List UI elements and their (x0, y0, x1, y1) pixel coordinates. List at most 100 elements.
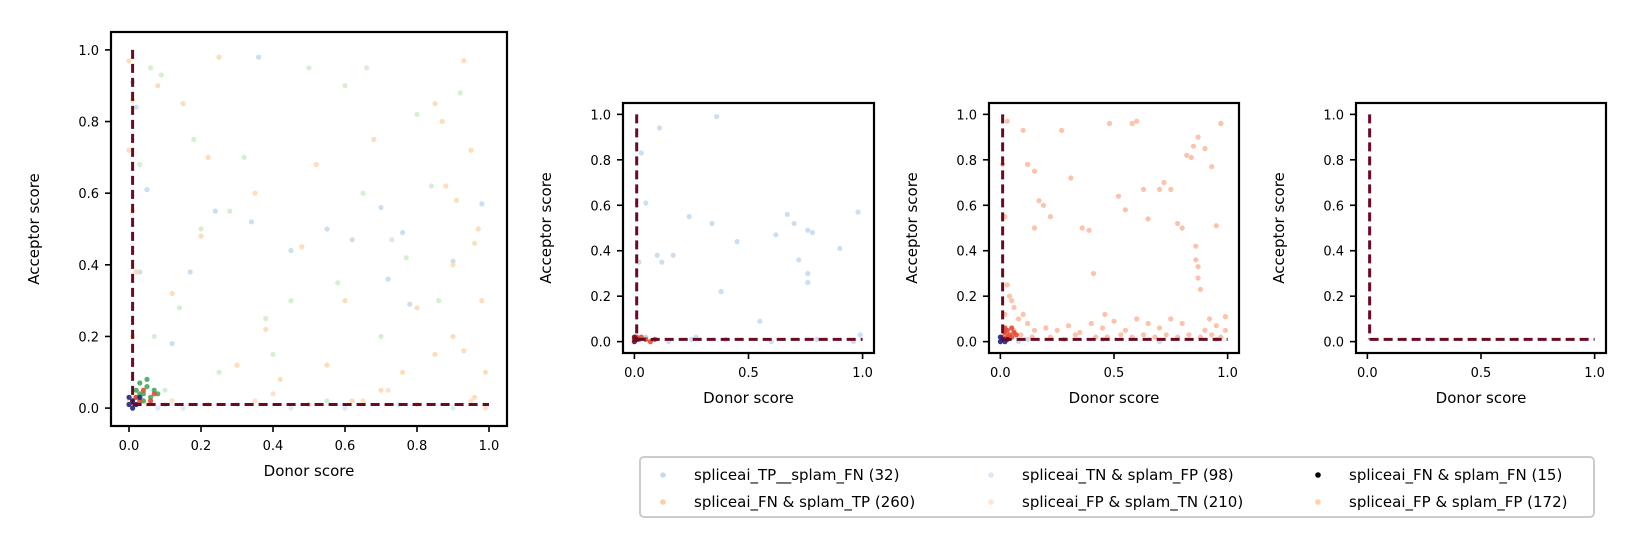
point-tp_fn (791, 220, 797, 227)
point-fn_tp (1011, 304, 1017, 311)
point-tp_fn (809, 229, 816, 236)
y-tick-label: 0.0 (590, 336, 611, 351)
point-fp_tn (389, 237, 395, 243)
legend-label: spliceai_FN & splam_FN (15) (1349, 466, 1562, 485)
point-fp_tn (414, 111, 420, 117)
point-fn_tp (126, 58, 132, 64)
point-fn_tp (252, 190, 258, 196)
x-axis-label: Donor score (264, 462, 355, 480)
point-fn_tp (1190, 143, 1197, 149)
point-fn_tp (180, 101, 186, 107)
point-tp_fn (137, 269, 143, 275)
plot-frame (1354, 101, 1608, 355)
point-fn_tp (461, 58, 467, 64)
point-tp_fn (670, 252, 676, 258)
point-fn_tp (169, 290, 175, 297)
legend-label: spliceai_FP & splam_FP (172) (1349, 493, 1568, 512)
point-fp_tn (176, 305, 182, 311)
point-tp_fn (385, 276, 391, 282)
point-tp_fn (757, 318, 763, 324)
point-fn_tp (443, 183, 449, 189)
point-fn_tp (1163, 332, 1169, 338)
point-fn_tp (1043, 325, 1049, 331)
point-green_cluster (144, 384, 150, 390)
point-green_cluster (144, 376, 150, 382)
legend-label: spliceai_FP & splam_TN (210) (1022, 493, 1243, 512)
y-tick-label: 0.2 (956, 290, 977, 305)
point-fn_tp (1059, 127, 1065, 133)
point-fn_tp (1077, 329, 1083, 336)
point-fn_tp (1195, 134, 1201, 140)
point-fn_tp (1020, 127, 1026, 133)
y-axis-label: Acceptor score (903, 172, 921, 284)
point-fn_tp (1100, 325, 1106, 331)
point-fn_tp (1031, 225, 1038, 231)
y-tick-label: 0.8 (1323, 154, 1344, 169)
point-fn_tp (479, 298, 485, 304)
y-tick-label: 0.6 (956, 199, 977, 214)
point-fn_tp (1129, 120, 1135, 127)
point-fp_fp (130, 394, 136, 400)
point-fn_tp (1025, 161, 1031, 167)
point-fn_tp (216, 54, 222, 60)
point-tn_fp (342, 405, 348, 411)
point-fn_tp (234, 362, 240, 368)
legend-entry: spliceai_FN & splam_FN (15) (1315, 466, 1562, 485)
point-tp_fn (400, 230, 406, 236)
point-tp_fn (718, 289, 724, 295)
point-fp_tn (306, 65, 312, 71)
point-fn_tp (133, 269, 139, 275)
x-tick-label: 0.2 (191, 439, 212, 454)
y-tick-label: 1.0 (956, 108, 977, 123)
point-fn_tp (1179, 320, 1185, 327)
point-fn_tp (432, 101, 438, 107)
point-fn_tp (1068, 175, 1074, 181)
point-tp_fn (324, 226, 330, 232)
x-tick-label: 0.0 (990, 366, 1011, 381)
point-fp_tn (364, 65, 370, 71)
legend-label: spliceai_TP__splam_FN (32) (694, 466, 899, 485)
y-tick-label: 1.0 (590, 108, 611, 123)
x-tick-label: 1.0 (852, 366, 873, 381)
point-tp_fn (638, 150, 644, 156)
point-light_blue (1025, 336, 1031, 342)
point-tp_fn (169, 341, 175, 347)
point-red_cluster (1009, 325, 1015, 331)
point-fn_tp (1195, 264, 1201, 270)
point-fp_tn (436, 298, 442, 304)
y-tick-label: 0.0 (956, 336, 977, 351)
x-tick-label: 0.0 (1357, 366, 1378, 381)
point-tp_fn (450, 258, 456, 264)
point-fn_tp (414, 305, 420, 311)
point-red_cluster (1013, 332, 1019, 338)
y-tick-label: 0.4 (78, 259, 99, 274)
point-green_cluster (155, 391, 161, 397)
point-fn_tp (1111, 318, 1117, 324)
point-tp_fn (407, 301, 413, 307)
point-fn_tp (1025, 320, 1031, 327)
point-tp_fn (378, 204, 384, 211)
point-tp_fn (133, 104, 139, 110)
y-tick-label: 0.8 (590, 154, 611, 169)
point-fn_tp (1145, 216, 1151, 222)
point-fn_tp (342, 298, 348, 304)
legend-marker (660, 499, 666, 505)
point-fn_tp (472, 240, 478, 246)
point-fn_tp (1197, 286, 1203, 292)
point-tp_fn (805, 270, 811, 277)
point-fp_tn (288, 298, 294, 304)
point-dark_cluster (631, 339, 638, 345)
point-tp_fn (857, 332, 863, 338)
x-tick-label: 0.6 (335, 439, 356, 454)
point-tn_fp (450, 405, 456, 411)
point-fp_tn (263, 315, 269, 322)
legend-entry: spliceai_FN & splam_TP (260) (660, 493, 915, 512)
point-tp_fn (709, 220, 715, 227)
point-tp_fn (349, 237, 355, 243)
points (126, 54, 488, 411)
point-fp_tn (378, 333, 384, 340)
legend-marker (1315, 472, 1321, 478)
plot-frame (109, 30, 509, 428)
point-fn_tp (1054, 327, 1060, 333)
point-fn_tp (1195, 275, 1201, 281)
